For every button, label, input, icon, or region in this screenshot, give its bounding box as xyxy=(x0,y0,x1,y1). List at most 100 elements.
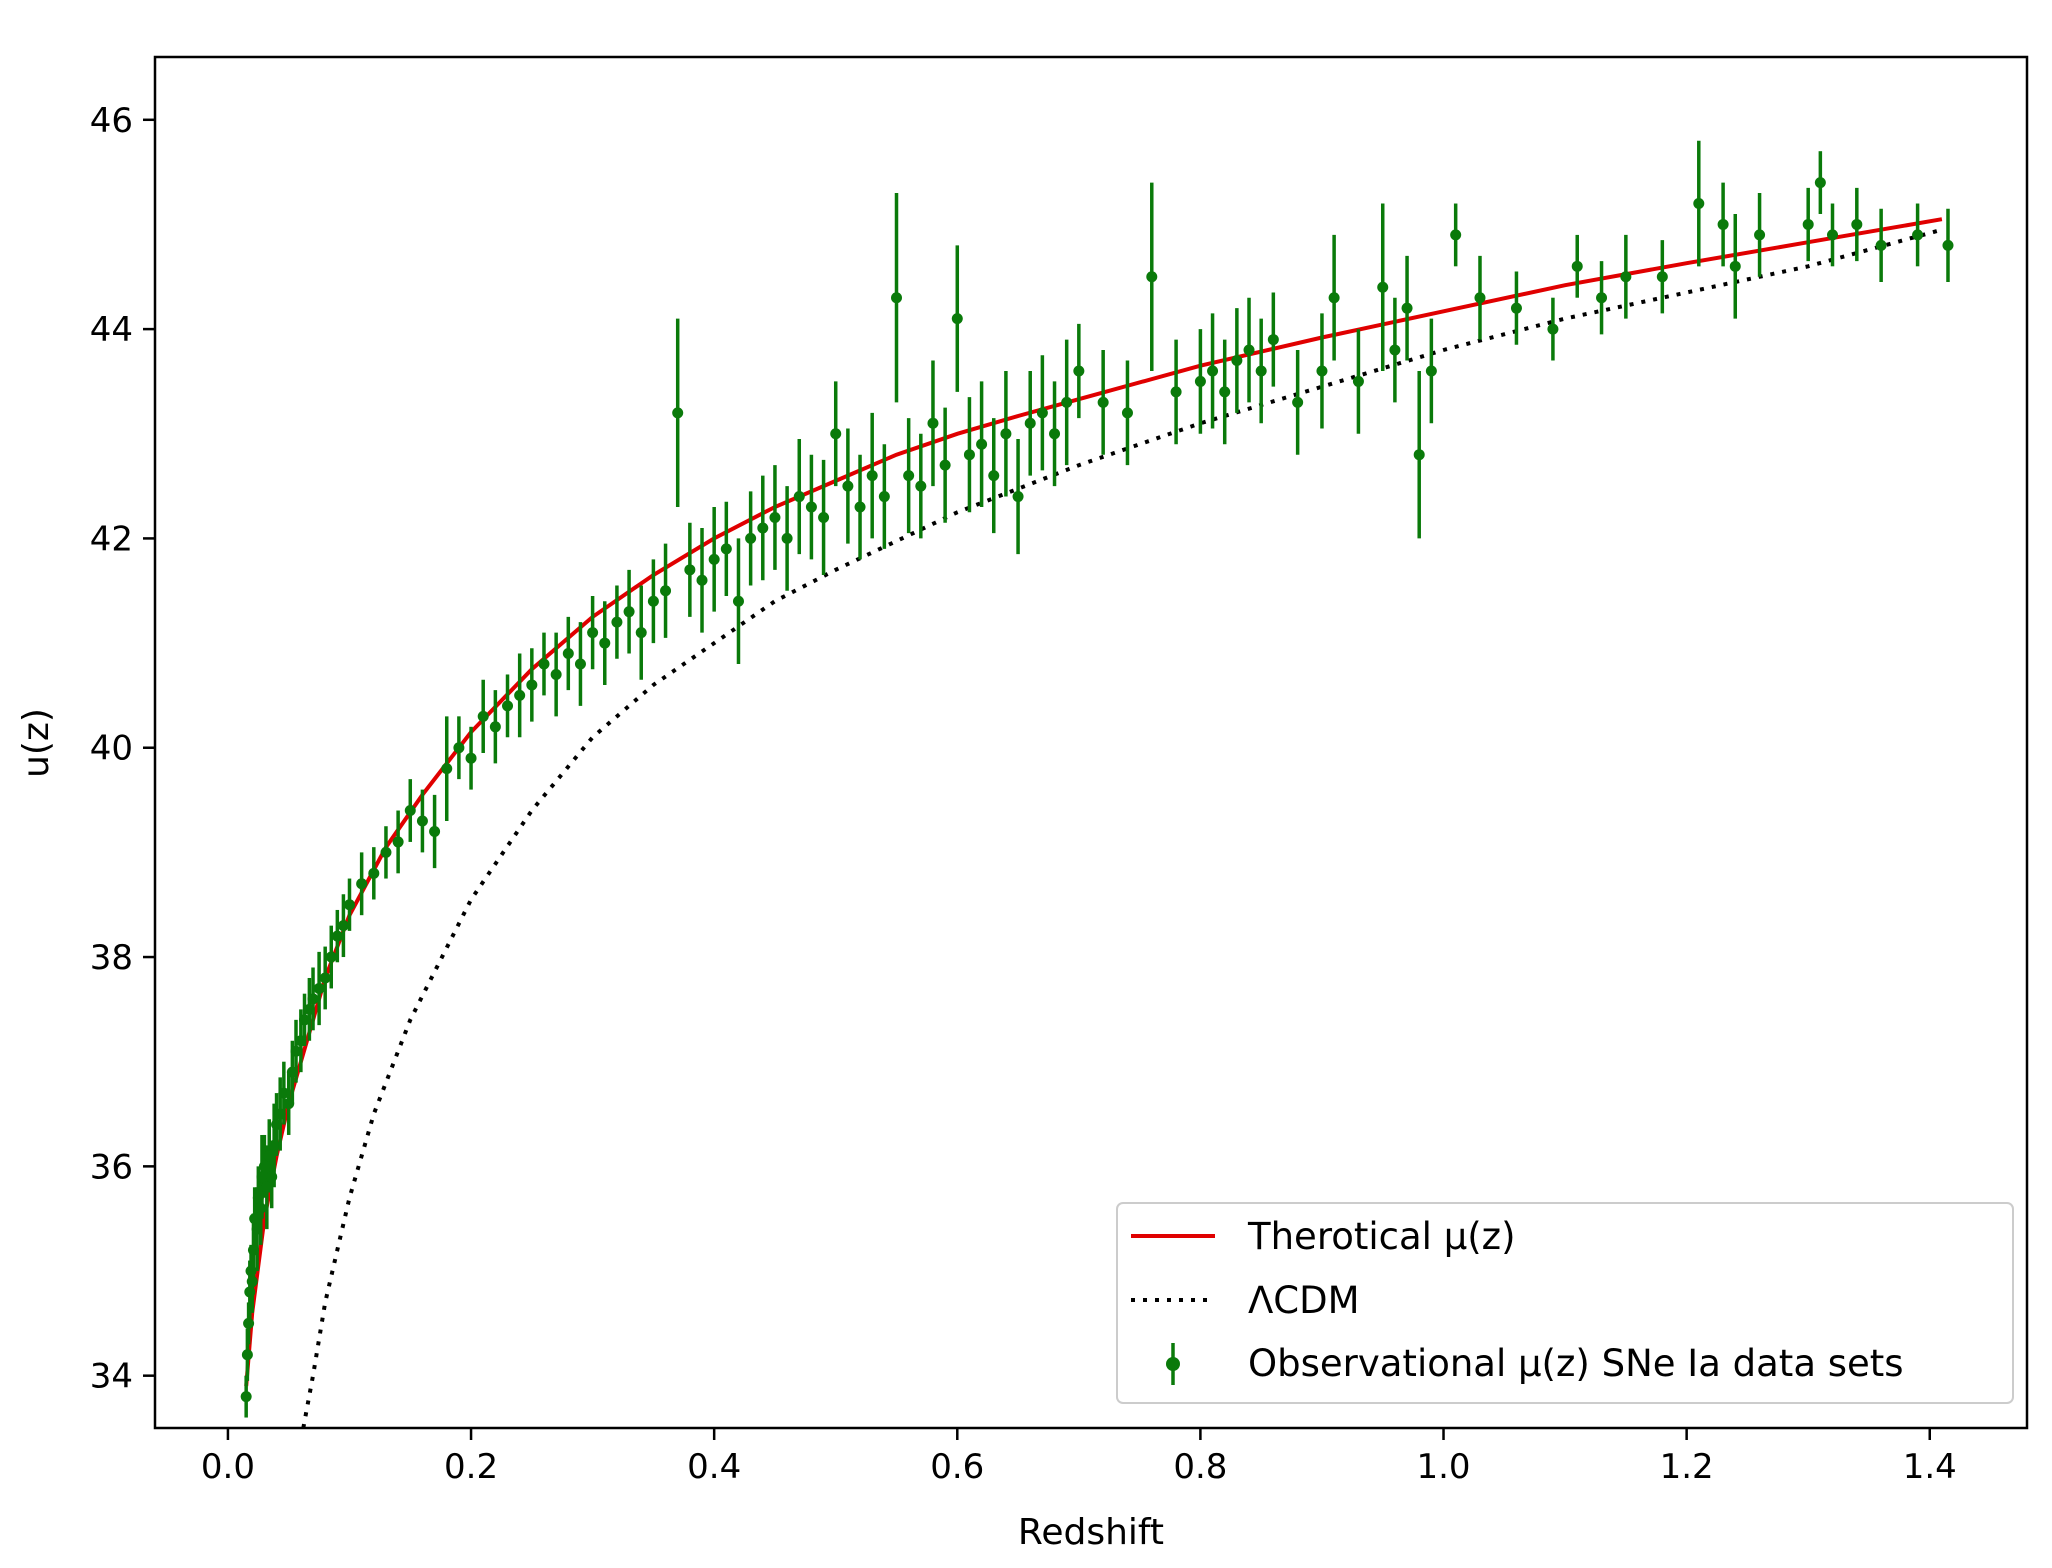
legend-theory-label: Therotical μ(z) xyxy=(1247,1215,1516,1258)
observation-point xyxy=(599,637,611,649)
observation-point xyxy=(745,532,757,544)
observation-point xyxy=(307,993,319,1005)
observation-point xyxy=(1292,396,1304,408)
observation-point xyxy=(241,1349,253,1361)
observation-point xyxy=(1450,229,1462,241)
observation-point xyxy=(915,480,927,492)
observation-point xyxy=(1827,229,1839,241)
legend-point-icon xyxy=(1166,1357,1180,1371)
observation-point xyxy=(939,459,951,471)
observation-point xyxy=(1000,428,1012,440)
x-tick-label: 0.4 xyxy=(687,1447,741,1487)
observation-point xyxy=(1851,218,1863,230)
observation-point xyxy=(392,836,404,848)
observation-point xyxy=(1012,491,1024,503)
lcdm-line xyxy=(301,227,1943,1428)
x-tick-label: 0.8 xyxy=(1173,1447,1227,1487)
observation-point xyxy=(830,428,842,440)
x-tick-label: 0.6 xyxy=(930,1447,984,1487)
observation-point xyxy=(489,721,501,733)
observation-point xyxy=(1255,365,1267,377)
observation-point xyxy=(976,438,988,450)
y-tick-label: 36 xyxy=(90,1147,133,1187)
observation-point xyxy=(1413,449,1425,461)
observation-point xyxy=(1814,177,1826,189)
observation-point xyxy=(611,616,623,628)
observation-point xyxy=(1620,271,1632,283)
x-tick-label: 1.2 xyxy=(1660,1447,1714,1487)
observation-point xyxy=(1170,386,1182,398)
observation-point xyxy=(1073,365,1085,377)
observation-point xyxy=(818,511,830,523)
observation-point xyxy=(623,606,635,618)
observation-point xyxy=(1425,365,1437,377)
observation-point xyxy=(325,951,337,963)
y-axis: 34 36 38 40 42 44 46 xyxy=(90,101,155,1397)
observation-point xyxy=(453,742,465,754)
observation-point xyxy=(404,805,416,817)
observation-point xyxy=(878,491,890,503)
legend-observations-swatch xyxy=(1166,1343,1180,1385)
observation-point xyxy=(708,553,720,565)
observation-point xyxy=(1316,365,1328,377)
observation-point xyxy=(927,417,939,429)
observation-point xyxy=(562,648,574,660)
observation-point xyxy=(1401,302,1413,314)
observation-point xyxy=(331,930,343,942)
observation-point xyxy=(1510,302,1522,314)
observation-point xyxy=(1547,323,1559,335)
observation-point xyxy=(1377,281,1389,293)
observation-point xyxy=(240,1391,252,1403)
observation-point xyxy=(805,501,817,513)
observation-point xyxy=(1194,375,1206,387)
observation-point xyxy=(1875,239,1887,251)
observation-point xyxy=(842,480,854,492)
observation-point xyxy=(587,627,599,639)
y-tick-label: 38 xyxy=(90,938,133,978)
observation-point xyxy=(1571,260,1583,272)
observation-point xyxy=(429,825,441,837)
observation-point xyxy=(635,627,647,639)
observation-point xyxy=(343,899,355,911)
y-tick-label: 34 xyxy=(90,1357,133,1397)
observation-point xyxy=(1328,292,1340,304)
observation-point xyxy=(514,689,526,701)
observation-point xyxy=(1231,355,1243,367)
observation-point xyxy=(1049,428,1061,440)
observation-point xyxy=(368,867,380,879)
observation-point xyxy=(793,491,805,503)
observation-point xyxy=(1243,344,1255,356)
x-tick-label: 0.0 xyxy=(201,1447,255,1487)
observation-point xyxy=(1802,218,1814,230)
observation-point xyxy=(1097,396,1109,408)
observation-point xyxy=(866,470,878,482)
observation-point xyxy=(1024,417,1036,429)
observation-point xyxy=(963,449,975,461)
observation-point xyxy=(1693,198,1705,210)
legend-observations-label: Observational μ(z) SNe Ia data sets xyxy=(1248,1342,1904,1385)
y-tick-label: 40 xyxy=(90,729,133,769)
y-tick-label: 44 xyxy=(90,310,133,350)
observation-point xyxy=(781,532,793,544)
observation-point xyxy=(854,501,866,513)
observation-point xyxy=(574,658,586,670)
observation-point xyxy=(538,658,550,670)
observation-point xyxy=(696,574,708,586)
observation-point xyxy=(903,470,915,482)
observation-point xyxy=(1717,218,1729,230)
y-axis-label: u(z) xyxy=(16,708,57,778)
observation-point xyxy=(1474,292,1486,304)
observation-point xyxy=(769,511,781,523)
observation-point xyxy=(526,679,538,691)
observation-point xyxy=(1912,229,1924,241)
y-tick-label: 46 xyxy=(90,101,133,141)
observation-point xyxy=(1207,365,1219,377)
observation-point xyxy=(1267,334,1279,346)
observation-point xyxy=(337,920,349,932)
observation-point xyxy=(465,752,477,764)
observation-point xyxy=(1754,229,1766,241)
observation-point xyxy=(1061,396,1073,408)
observation-point xyxy=(660,585,672,597)
observation-point xyxy=(477,710,489,722)
